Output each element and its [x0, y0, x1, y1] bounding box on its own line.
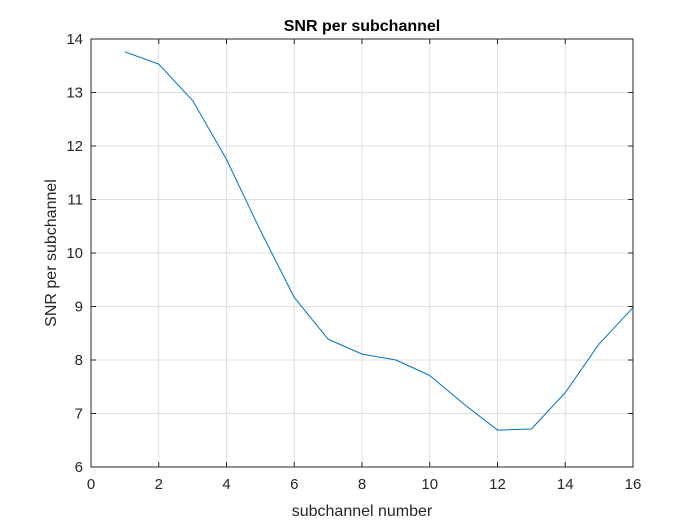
x-tick-label: 6	[290, 476, 298, 493]
x-tick-label: 0	[87, 476, 95, 493]
grid-lines	[91, 39, 633, 467]
y-tick-label: 12	[66, 138, 83, 155]
x-tick-label: 8	[358, 476, 366, 493]
x-tick-label: 4	[222, 476, 230, 493]
axis-ticks: 0 2 4 6 8 10 12 14 16 6 7 8 9 10 11 12 13 14	[66, 31, 641, 493]
y-tick-label: 8	[75, 352, 83, 369]
series-line	[124, 51, 634, 431]
y-tick-label: 6	[75, 459, 83, 476]
x-tick-label: 16	[625, 476, 642, 493]
y-tick-label: 7	[75, 406, 83, 423]
y-tick-label: 13	[66, 85, 83, 102]
y-tick-label: 10	[66, 245, 83, 262]
chart-title: SNR per subchannel	[284, 18, 440, 35]
x-tick-label: 2	[155, 476, 163, 493]
x-axis-title: subchannel number	[292, 503, 433, 520]
x-tick-label: 14	[557, 476, 574, 493]
y-axis-title: SNR per subchannel	[43, 179, 60, 327]
y-tick-label: 11	[67, 192, 83, 209]
x-tick-label: 10	[421, 476, 438, 493]
y-tick-label: 14	[66, 31, 83, 48]
series-layer	[124, 51, 634, 431]
y-tick-label: 9	[75, 299, 83, 316]
x-tick-label: 12	[489, 476, 506, 493]
